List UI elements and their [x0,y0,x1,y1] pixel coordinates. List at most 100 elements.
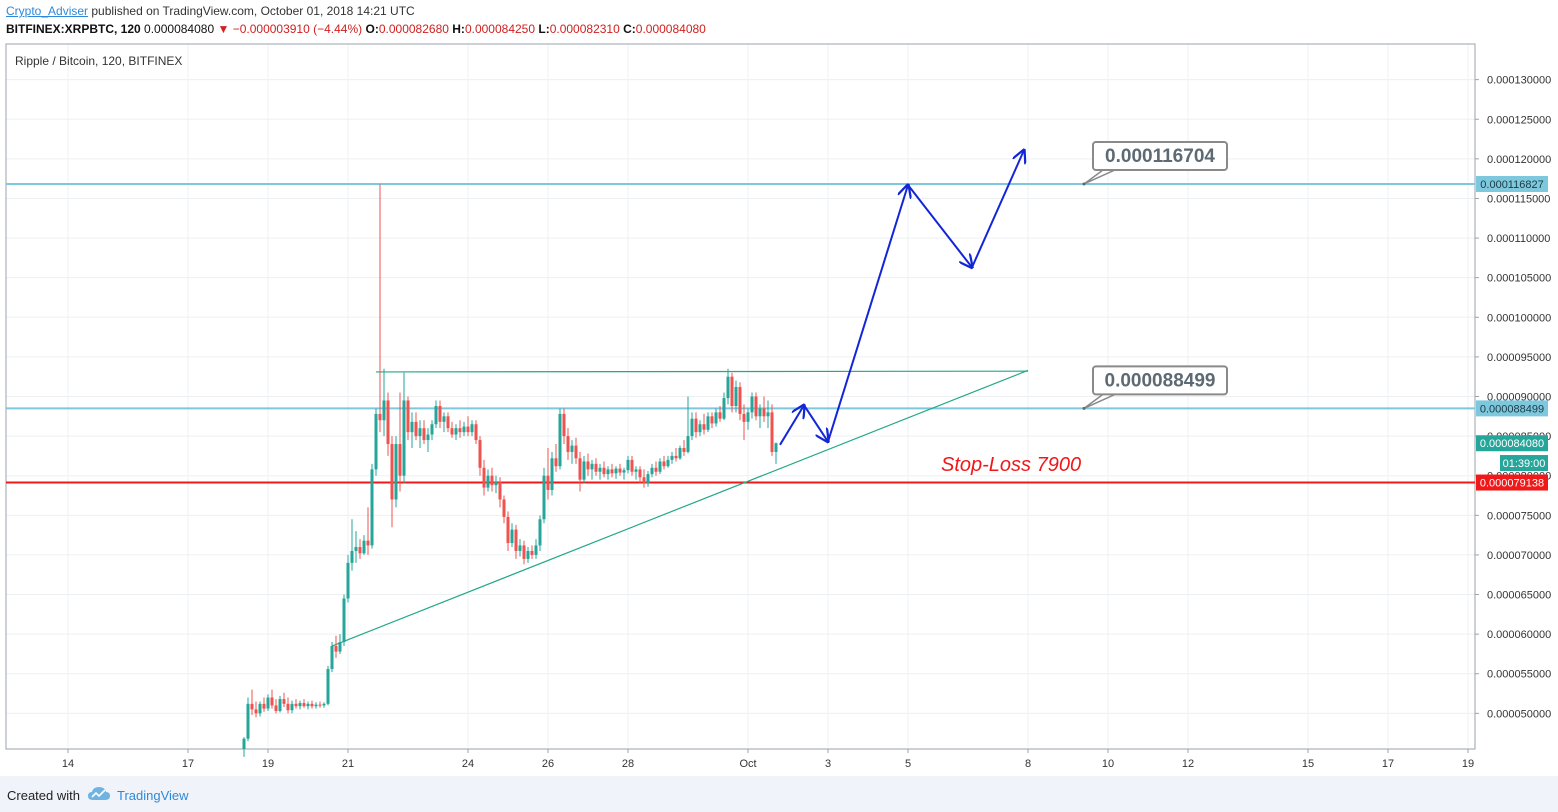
candle-121 [726,368,730,405]
candle-125 [742,404,746,441]
candle-body-26 [346,562,350,599]
candle-99 [638,466,642,484]
x-tick-label-11: 10 [1102,758,1114,770]
candle-body-93 [614,468,618,474]
candle-body-114 [698,424,702,433]
candle-39 [398,392,402,492]
candle-107 [670,451,674,464]
candle-120 [722,392,726,421]
candle-body-76 [546,475,550,490]
x-tick-label-1: 17 [182,758,194,770]
price-tag-mid-bg [1476,400,1548,417]
candle-body-104 [658,461,662,472]
candle-body-120 [722,398,726,419]
candle-body-3 [254,709,258,714]
candle-body-107 [670,455,674,460]
candle-30 [362,535,366,555]
callout-top-anchor [1082,182,1086,186]
callout-mid-text: 0.000088499 [1105,370,1216,391]
candle-body-12 [290,703,294,711]
candle-body-87 [590,463,594,470]
candle-body-39 [398,444,402,476]
candle-33 [374,408,378,476]
candle-3 [254,701,258,718]
tradingview-link[interactable]: TradingView [117,788,189,803]
candle-19 [318,701,322,708]
projection-arrows [779,150,1024,446]
chart-title: Ripple / Bitcoin, 120, BITFINEX [15,54,182,68]
candle-62 [490,467,494,492]
candle-14 [298,700,302,710]
price-tag-stop-bg [1476,474,1548,491]
x-tick-label-8: 3 [825,758,831,770]
candle-body-44 [418,428,422,437]
candle-body-115 [702,424,706,430]
candle-body-130 [762,408,766,417]
open-value: 0.000082680 [378,22,449,36]
author-link[interactable]: Crypto_Adviser [6,4,89,18]
candle-6 [266,694,270,711]
candle-112 [690,412,694,441]
candle-49 [438,400,442,429]
candle-65 [502,495,506,524]
candle-18 [314,702,318,709]
candle-91 [606,466,610,480]
candle-60 [482,459,486,496]
candle-51 [446,412,450,433]
candle-body-96 [626,459,630,471]
candle-body-84 [578,458,582,480]
candle-body-79 [558,413,562,467]
footer: Created with TradingView [0,776,1558,812]
candle-body-41 [406,400,410,433]
candle-body-7 [270,697,274,706]
candle-body-31 [366,540,370,546]
candle-body-53 [454,428,458,435]
y-tick-label-0: 0.000050000 [1487,708,1551,720]
candle-5 [262,697,266,712]
candle-67 [510,523,514,548]
projection-arrow-0 [779,405,804,446]
candle-body-80 [562,413,566,437]
callout-top-text: 0.000116704 [1105,146,1215,167]
x-tick-label-3: 21 [342,758,354,770]
candle-body-13 [294,703,298,707]
candle-94 [618,463,622,476]
price-tag-top: 0.000116827 [1476,175,1548,192]
candle-46 [426,428,430,452]
candle-106 [666,455,670,468]
countdown-tag-bg [1500,455,1548,472]
candle-body-64 [498,482,502,500]
x-tick-label-4: 24 [462,758,474,770]
candle-126 [746,408,750,430]
candle-72 [530,545,534,559]
y-axis: 0.000050000 0.000055000 0.000060000 0.00006… [1475,75,1551,720]
candle-body-68 [514,529,518,551]
candle-11 [286,697,290,714]
candle-109 [678,445,682,460]
candle-1 [246,697,250,742]
candle-75 [542,467,546,524]
candle-20 [322,702,326,708]
candle-body-132 [770,412,774,452]
candle-77 [550,451,554,496]
candle-body-0 [242,738,246,749]
price-chart[interactable]: Ripple / Bitcoin, 120, BITFINEX 0.000116… [0,40,1558,776]
candle-110 [682,440,686,456]
candle-105 [662,455,666,470]
candle-body-23 [334,646,338,652]
published-text: published on TradingView.com, October 01… [91,4,415,18]
candle-body-37 [390,444,394,500]
candle-127 [750,392,754,419]
candle-90 [602,461,606,478]
candle-42 [410,412,414,448]
candle-body-86 [586,461,590,470]
candle-12 [290,700,294,714]
candle-17 [310,700,314,709]
candle-57 [470,420,474,437]
candle-body-28 [354,547,358,551]
candle-body-123 [734,386,738,407]
candle-body-57 [470,424,474,433]
candle-28 [354,531,358,563]
down-triangle-icon: ▼ [217,22,230,36]
candle-93 [614,466,618,479]
